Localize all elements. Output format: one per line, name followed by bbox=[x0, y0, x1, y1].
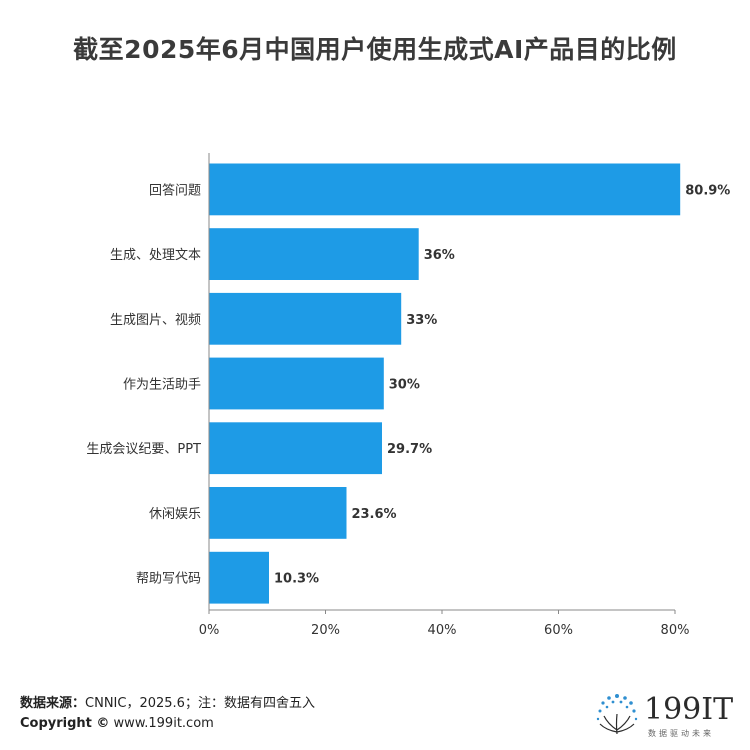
data-source: 数据来源：CNNIC，2025.6；注：数据有四舍五入 bbox=[20, 692, 315, 711]
value-label: 33% bbox=[406, 313, 437, 328]
brand-tagline: 数据驱动未来 bbox=[648, 729, 714, 738]
x-tick-label: 20% bbox=[311, 623, 340, 638]
category-label: 休闲娱乐 bbox=[149, 507, 201, 522]
dandelion-logo-icon bbox=[596, 694, 638, 735]
x-tick-label: 60% bbox=[544, 623, 573, 638]
value-label: 29.7% bbox=[387, 442, 432, 457]
value-label: 23.6% bbox=[351, 507, 396, 522]
category-label: 生成图片、视频 bbox=[110, 313, 201, 328]
bar bbox=[209, 163, 681, 216]
bar-chart: 回答问题 80.9% 生成、处理文本 36% 生成图片、视频 33% 作为生活助手 30% 生成… bbox=[86, 153, 730, 638]
x-tick-label: 80% bbox=[661, 623, 690, 638]
copyright-label: Copyright © bbox=[20, 716, 110, 731]
data-source-text: CNNIC，2025.6；注：数据有四舍五入 bbox=[85, 696, 315, 711]
value-label: 30% bbox=[389, 378, 420, 393]
value-label: 80.9% bbox=[685, 183, 730, 198]
bar bbox=[209, 487, 347, 539]
category-label: 生成会议纪要、PPT bbox=[86, 442, 201, 457]
category-label: 作为生活助手 bbox=[123, 378, 201, 393]
copyright: Copyright © www.199it.com bbox=[20, 716, 214, 731]
category-label: 生成、处理文本 bbox=[110, 248, 201, 263]
value-label: 10.3% bbox=[274, 572, 319, 587]
brand-logo: 199IT 数据驱动未来 bbox=[592, 690, 742, 740]
bar bbox=[209, 551, 269, 604]
value-label: 36% bbox=[424, 248, 455, 263]
category-label: 回答问题 bbox=[149, 182, 201, 198]
x-tick-label: 0% bbox=[199, 623, 220, 638]
data-source-label: 数据来源： bbox=[20, 696, 86, 711]
chart-title: 截至2025年6月中国用户使用生成式AI产品目的比例 bbox=[73, 35, 677, 64]
bar bbox=[209, 422, 382, 475]
bar bbox=[209, 292, 402, 345]
copyright-text: www.199it.com bbox=[109, 716, 214, 731]
bar bbox=[209, 228, 419, 280]
x-tick-label: 40% bbox=[428, 623, 457, 638]
brand-name: 199IT bbox=[644, 692, 734, 727]
bar bbox=[209, 357, 384, 410]
category-label: 帮助写代码 bbox=[136, 572, 201, 587]
